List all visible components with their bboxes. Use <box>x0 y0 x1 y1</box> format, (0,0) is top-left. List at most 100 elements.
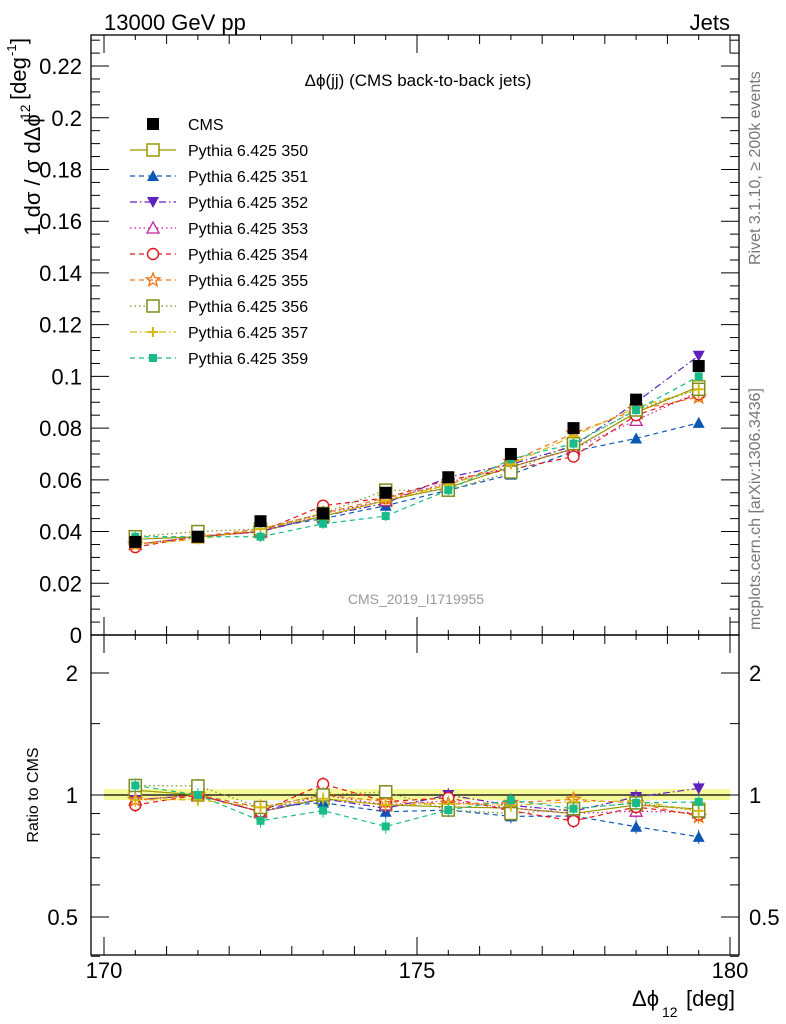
y-axis-unit-text: [deg <box>6 57 31 100</box>
x-tick-label: 180 <box>712 958 749 983</box>
ratio-y-tick-label: 0.5 <box>47 905 78 930</box>
series-352-line <box>135 355 700 546</box>
legend-marker-354 <box>146 247 160 261</box>
series-353-line <box>135 391 699 546</box>
legend-label-352: Pythia 6.425 352 <box>188 195 308 212</box>
x-axis-label-sub: 12 <box>662 1004 678 1020</box>
series-359-ratio-point <box>506 796 515 805</box>
chart-title: Δϕ(jj) (CMS back-to-back jets) <box>305 71 532 90</box>
y-axis-unit-sup: -1 <box>4 44 19 56</box>
header-left: 13000 GeV pp <box>104 10 246 35</box>
series-359-ratio-point <box>193 791 202 799</box>
y-tick-label: 0.08 <box>39 416 82 441</box>
y-tick-label: 0.12 <box>39 313 82 338</box>
series-357-ratio-point <box>380 799 391 810</box>
series-359-line <box>135 375 699 538</box>
header-right: Jets <box>690 10 730 35</box>
cms-point <box>254 515 267 528</box>
series-352 <box>129 350 705 819</box>
x-axis-label: Δϕ 12 [deg] <box>632 986 735 1020</box>
y-tick-label: 0.2 <box>51 106 82 131</box>
legend-item-359: Pythia 6.425 359 <box>130 351 308 368</box>
series-351-line <box>135 422 699 546</box>
series-357-ratio-point <box>318 793 329 804</box>
legend-item-355: Pythia 6.425 355 <box>130 271 308 290</box>
series-359-point <box>444 486 453 495</box>
series-356-line <box>135 388 699 538</box>
series-351-point <box>630 432 643 444</box>
series-355-ratio-line <box>135 794 699 818</box>
ratio-y-tick-label: 2 <box>749 661 761 686</box>
legend-marker-352 <box>147 197 159 208</box>
cms-point <box>567 422 580 435</box>
series-cms <box>129 360 705 548</box>
legend-marker-353 <box>145 220 161 234</box>
series-354-line <box>135 393 699 548</box>
legend-marker-359 <box>149 354 157 362</box>
y-axis-label-sub: 12 <box>17 104 33 120</box>
series-352-ratio-point <box>692 783 705 795</box>
ratio-y-axis-label: Ratio to CMS <box>25 747 42 842</box>
series-357-point <box>693 384 704 395</box>
legend-marker-350 <box>146 143 160 157</box>
series-355-line <box>135 396 699 546</box>
series-354-ratio-point <box>567 814 580 828</box>
series-359-ratio-point <box>131 781 140 790</box>
legend-label-356: Pythia 6.425 356 <box>188 299 308 316</box>
series-357-line <box>135 388 699 546</box>
legend-item-352: Pythia 6.425 352 <box>130 195 308 212</box>
legend-label-357: Pythia 6.425 357 <box>188 325 308 342</box>
legend-marker-cms <box>147 118 159 130</box>
legend-marker-355 <box>144 271 162 288</box>
y-tick-label: 0.14 <box>39 261 82 286</box>
y-tick-label: 0.06 <box>39 468 82 493</box>
ratio-y-tick-label: 1 <box>749 783 761 808</box>
series-359-point <box>569 439 578 448</box>
legend-label-353: Pythia 6.425 353 <box>188 221 308 238</box>
ratio-y-tick-label: 0.5 <box>749 905 780 930</box>
legend-item-354: Pythia 6.425 354 <box>130 247 308 264</box>
legend-item-356: Pythia 6.425 356 <box>130 299 308 316</box>
series-359-ratio-point <box>569 804 578 813</box>
series-359-ratio-line <box>135 784 699 828</box>
cms-point <box>692 360 705 373</box>
legend-label-354: Pythia 6.425 354 <box>188 247 308 264</box>
legend-marker-356 <box>146 299 160 313</box>
series-352-ratio-line <box>135 787 699 813</box>
legend-item-350: Pythia 6.425 350 <box>130 143 308 160</box>
x-axis-label-unit: [deg] <box>686 986 735 1011</box>
ratio-y-tick-label: 2 <box>66 661 78 686</box>
series-359-point <box>256 532 265 541</box>
y-tick-label: 0 <box>70 623 82 648</box>
series-359-point <box>694 372 703 381</box>
legend-item-cms: CMS <box>147 117 224 134</box>
y-tick-label: 0.22 <box>39 54 82 79</box>
legend-marker-351 <box>147 170 159 181</box>
x-tick-label: 175 <box>399 958 436 983</box>
y-tick-label: 0.1 <box>51 364 82 389</box>
series-359-ratio-point <box>694 797 703 806</box>
y-tick-label: 0.04 <box>39 520 82 545</box>
cms-point <box>630 393 643 406</box>
cms-point <box>379 486 392 499</box>
cms-point <box>442 471 455 484</box>
y-axis-unit: [deg -1 ] <box>4 38 31 100</box>
series-352-point <box>692 350 705 362</box>
series-357-ratio-line <box>135 798 699 812</box>
series-359-ratio-point <box>381 822 390 831</box>
y-axis-label-extra: 12 <box>17 104 33 120</box>
legend-label-351: Pythia 6.425 351 <box>188 169 308 186</box>
series-354-ratio-line <box>135 783 699 822</box>
cms-point <box>504 447 517 460</box>
series-354-point <box>567 450 580 463</box>
mcplots-label: mcplots.cern.ch [arXiv:1306.3436] <box>747 388 764 630</box>
series-359-ratio-point <box>632 798 641 807</box>
series-359-ratio-point <box>444 806 453 815</box>
series-351-point <box>692 416 705 428</box>
cms-point <box>191 530 204 543</box>
legend-label-359: Pythia 6.425 359 <box>188 351 308 368</box>
series-359-point <box>319 519 328 528</box>
analysis-watermark: CMS_2019_I1719955 <box>348 591 484 607</box>
series-356-ratio-point <box>378 785 393 799</box>
